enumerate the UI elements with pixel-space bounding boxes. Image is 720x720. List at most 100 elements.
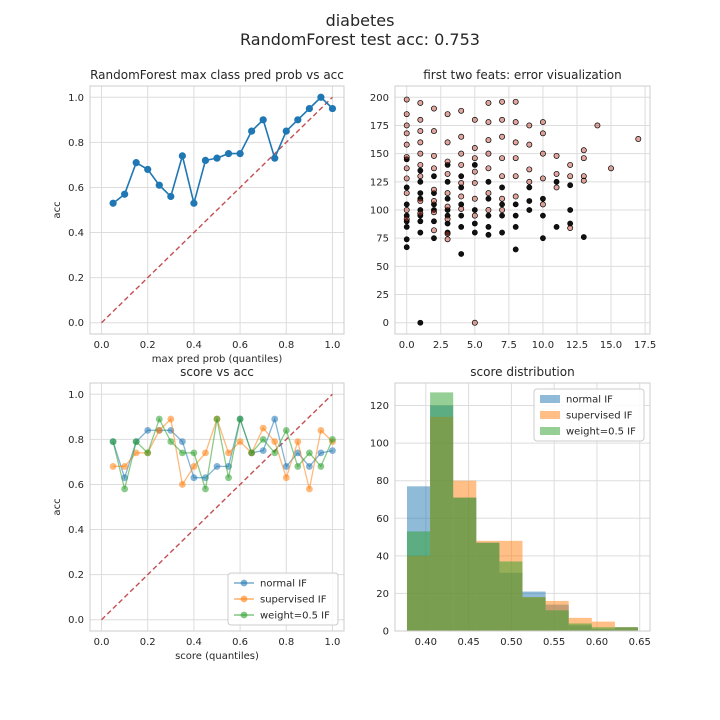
error-point: [499, 207, 506, 213]
data-point: [328, 104, 337, 113]
data-point: [178, 449, 186, 457]
panel-score-distribution: 0.40 0.45 0.50 0.55 0.60 0.65 0 20 40 60 80 100 120 s…: [370, 365, 651, 648]
error-point: [553, 184, 560, 191]
data-point: [317, 449, 325, 457]
histogram-bar: [568, 623, 592, 631]
error-point: [431, 128, 437, 135]
correct-point: [458, 224, 465, 230]
legend-label: weight=0.5 IF: [566, 427, 636, 438]
panel-title: score distribution: [470, 365, 574, 379]
y-tick-label: 0.8: [68, 138, 84, 149]
histogram-bar: [476, 542, 500, 631]
data-point: [155, 415, 163, 423]
data-point: [190, 449, 198, 457]
data-point: [213, 463, 221, 470]
x-tick-label: 0.40: [415, 637, 437, 648]
data-point: [305, 463, 313, 470]
correct-point: [403, 224, 410, 230]
y-tick-label: 40: [376, 551, 389, 562]
error-point: [403, 111, 410, 118]
correct-point: [499, 184, 505, 191]
correct-point: [417, 319, 424, 326]
correct-point: [526, 207, 533, 213]
error-point: [471, 319, 478, 326]
diagonal-reference-line: [101, 96, 333, 324]
error-point: [417, 161, 424, 168]
data-point: [190, 474, 198, 482]
y-tick-label: 200: [370, 93, 389, 104]
data-point: [248, 449, 256, 457]
error-point: [471, 195, 478, 202]
correct-point: [512, 201, 519, 208]
error-point: [580, 147, 587, 154]
correct-point: [567, 220, 574, 227]
error-point: [458, 205, 465, 212]
data-point: [317, 426, 325, 434]
data-point: [167, 415, 175, 423]
correct-point: [471, 220, 478, 227]
error-point: [567, 173, 574, 180]
data-point: [178, 481, 186, 488]
data-point: [271, 438, 279, 446]
legend-marker: [240, 579, 248, 587]
legend-swatch: [540, 411, 560, 419]
error-point: [539, 130, 546, 137]
correct-point: [526, 198, 533, 204]
data-point: [305, 485, 313, 493]
error-point: [580, 173, 587, 180]
error-point: [512, 98, 519, 105]
y-tick-label: 175: [370, 121, 389, 132]
correct-point: [485, 195, 492, 202]
error-point: [526, 178, 533, 185]
x-tick-label: 0.2: [140, 637, 156, 648]
error-point: [458, 133, 465, 140]
correct-point: [403, 236, 410, 243]
correct-point: [444, 178, 451, 185]
error-point: [512, 173, 519, 180]
error-point: [539, 119, 546, 126]
correct-point: [540, 195, 546, 202]
error-point: [458, 179, 465, 186]
data-point: [329, 447, 336, 455]
correct-point: [567, 182, 574, 189]
data-point: [224, 150, 233, 158]
data-point: [178, 438, 186, 446]
error-point: [444, 236, 451, 243]
correct-point: [431, 173, 437, 180]
data-point: [121, 463, 129, 470]
error-point: [417, 210, 424, 217]
y-tick-label: 0.4: [68, 228, 84, 239]
data-point: [178, 152, 186, 160]
correct-point: [458, 251, 465, 257]
y-tick-label: 0: [383, 627, 389, 638]
data-point: [190, 199, 198, 207]
data-point: [190, 463, 198, 470]
correct-point: [458, 184, 465, 191]
data-point: [236, 438, 244, 446]
histogram-bar: [591, 627, 615, 631]
correct-point: [512, 224, 519, 230]
error-point: [608, 165, 614, 172]
x-tick-label: 0.65: [629, 637, 651, 648]
error-point: [403, 130, 410, 137]
y-tick-label: 0.8: [68, 435, 84, 446]
correct-point: [431, 235, 437, 242]
error-point: [499, 98, 506, 105]
correct-point: [471, 229, 478, 236]
panel-score-vs-acc: 0.0 0.2 0.4 0.6 0.8 1.0 0.0 0.2 0.4 0.6 0.8 1.0 scor…: [52, 365, 345, 662]
data-point: [282, 474, 290, 482]
y-tick-label: 100: [370, 439, 389, 450]
x-tick-label: 0.55: [543, 637, 565, 648]
data-point: [259, 424, 267, 432]
error-point: [403, 122, 410, 129]
x-tick-label: 0.6: [232, 340, 248, 351]
x-tick-label: 5.0: [467, 340, 483, 351]
correct-point: [417, 167, 424, 174]
histogram-bar: [499, 561, 523, 631]
error-point: [499, 195, 506, 202]
legend-marker: [240, 611, 248, 619]
x-tick-label: 0.4: [186, 637, 202, 648]
legend: normal IF supervised IF weight=0.5 IF: [227, 572, 339, 626]
error-point: [485, 137, 492, 144]
histogram-bar: [406, 531, 431, 631]
